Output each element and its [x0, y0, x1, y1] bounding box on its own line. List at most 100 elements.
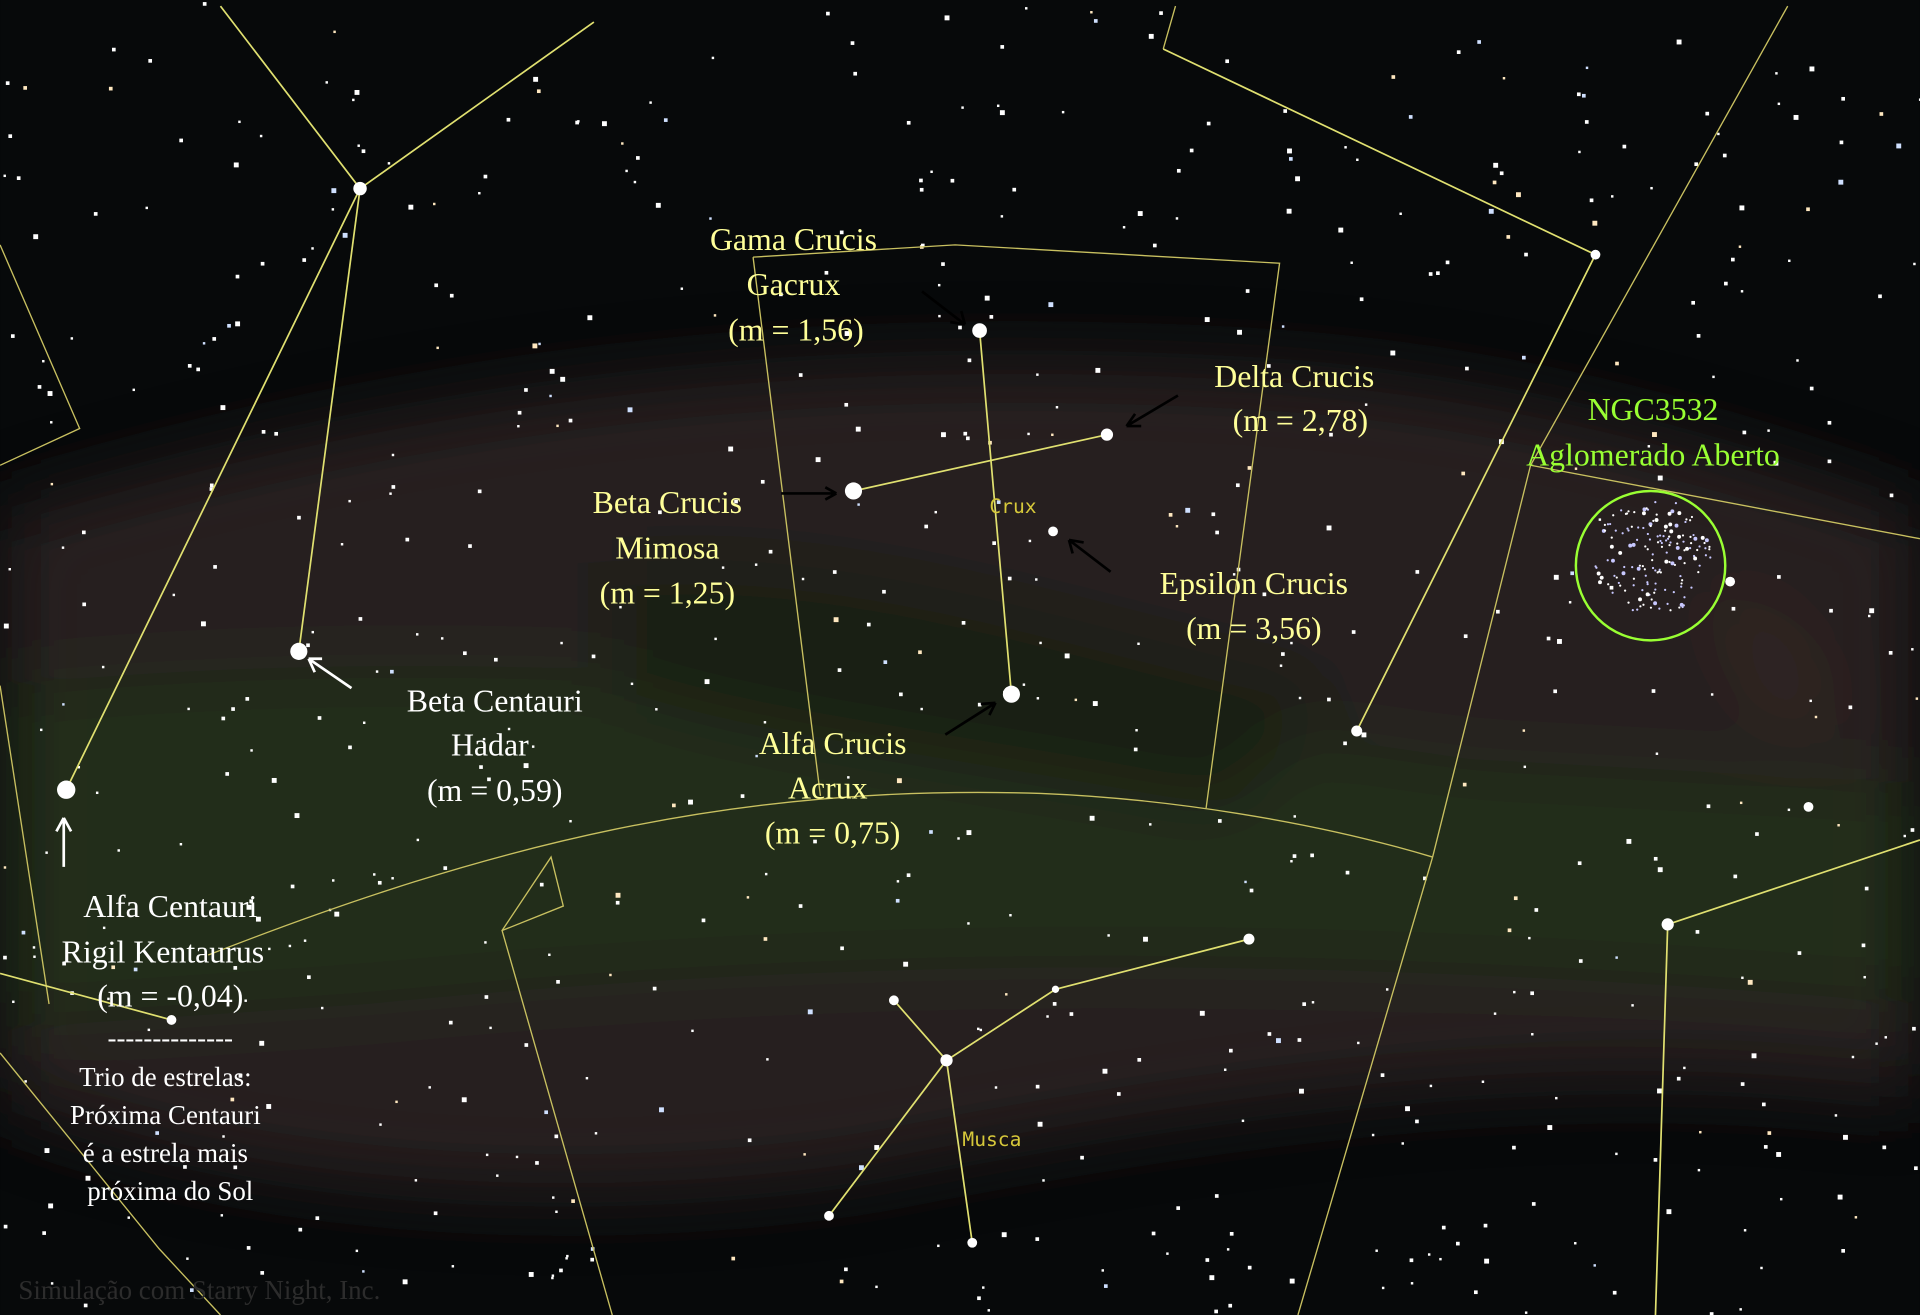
star: [858, 1165, 864, 1171]
star: [325, 81, 328, 84]
label-line: (m = 1,25): [600, 576, 736, 611]
star: [1739, 1308, 1742, 1311]
star: [85, 1175, 91, 1181]
star: [1166, 1252, 1169, 1255]
cluster-star: [1606, 559, 1609, 562]
star: [1611, 195, 1614, 198]
star: [1456, 1241, 1460, 1246]
star: [274, 431, 279, 436]
star: [1884, 1036, 1887, 1039]
star: [1135, 729, 1138, 732]
star: [1381, 1286, 1385, 1290]
star: [559, 1268, 563, 1273]
star: [231, 707, 235, 711]
star: [1244, 880, 1247, 884]
star: [1477, 40, 1481, 44]
star: [850, 41, 855, 45]
star: [107, 997, 110, 1001]
star: [186, 1257, 189, 1260]
star: [294, 813, 300, 819]
star: [919, 187, 924, 192]
star: [688, 799, 693, 805]
star: [387, 162, 391, 165]
star: [1776, 1152, 1782, 1157]
star: [1299, 1088, 1304, 1094]
star: [1879, 112, 1884, 116]
star: [1427, 1253, 1431, 1256]
cluster-star: [1648, 538, 1652, 541]
star: [1488, 208, 1494, 214]
cluster-star: [1628, 543, 1633, 548]
star: [1731, 606, 1736, 611]
star: [1133, 747, 1138, 752]
cluster-star: [1642, 526, 1645, 530]
star: [249, 899, 254, 904]
label-line: Beta Centauri: [407, 683, 583, 718]
star: [1035, 1084, 1040, 1089]
star: [1650, 186, 1653, 190]
cluster-star: [1614, 529, 1617, 532]
star: [1534, 908, 1539, 912]
star: [81, 530, 86, 535]
star: [235, 321, 241, 327]
cluster-star: [1681, 605, 1684, 609]
star: [1429, 1084, 1433, 1088]
cluster-star: [1598, 580, 1602, 585]
star: [1292, 854, 1297, 858]
cluster-star: [1672, 591, 1675, 594]
cluster-star: [1704, 554, 1708, 557]
star: [1683, 1066, 1686, 1070]
star: [1797, 951, 1802, 955]
star: [463, 651, 467, 656]
star: [268, 947, 271, 951]
cluster-star: [1653, 591, 1656, 594]
star: [844, 331, 850, 336]
star: [826, 11, 830, 16]
star: [259, 134, 263, 138]
cluster-star: [1690, 586, 1693, 589]
cluster-star: [1663, 524, 1668, 529]
star: [440, 637, 444, 640]
star: [967, 922, 970, 925]
cluster-star: [1681, 534, 1685, 537]
star: [1283, 109, 1288, 113]
star: [807, 1009, 813, 1015]
star: [1779, 1197, 1783, 1201]
cluster-star: [1645, 592, 1650, 597]
star: [1589, 198, 1594, 203]
star: [212, 337, 217, 341]
star: [627, 407, 633, 413]
milky-way: [0, 361, 1920, 1196]
star: [1875, 1042, 1878, 1045]
star: [235, 274, 240, 279]
cluster-star: [1633, 511, 1636, 514]
star: [373, 873, 376, 876]
cluster-star: [1599, 575, 1604, 580]
background-stars: [3, 2, 1920, 1315]
cluster-star: [1652, 519, 1655, 522]
star: [147, 1028, 151, 1032]
cluster-star: [1610, 536, 1613, 539]
star: [1204, 317, 1210, 323]
star: [1691, 300, 1696, 305]
star: [311, 247, 314, 250]
constellation-name: Musca: [962, 1128, 1021, 1151]
star: [1288, 157, 1293, 161]
star: [148, 59, 153, 63]
star: [12, 1000, 15, 1004]
star: [1441, 1225, 1446, 1230]
star: [1717, 132, 1720, 136]
star: [331, 208, 335, 211]
star: [918, 650, 922, 655]
star: [1143, 936, 1148, 942]
star: [1864, 886, 1869, 891]
star: [50, 482, 54, 486]
cluster-star: [1683, 561, 1686, 565]
star: [1896, 143, 1902, 149]
cluster-star: [1658, 568, 1661, 571]
star: [62, 703, 65, 706]
star: [1289, 1278, 1295, 1284]
star: [238, 1074, 243, 1078]
star: [906, 873, 911, 878]
star: [1228, 1303, 1233, 1308]
